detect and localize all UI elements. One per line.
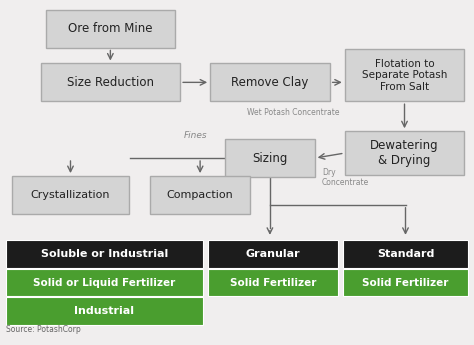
FancyBboxPatch shape (6, 240, 203, 268)
Text: Wet Potash Concentrate: Wet Potash Concentrate (247, 108, 340, 117)
FancyBboxPatch shape (46, 10, 175, 48)
Text: Size Reduction: Size Reduction (67, 76, 154, 89)
Text: Solid Fertilizer: Solid Fertilizer (362, 278, 449, 287)
FancyBboxPatch shape (225, 139, 315, 177)
Text: Soluble or Industrial: Soluble or Industrial (41, 249, 168, 259)
FancyBboxPatch shape (6, 269, 203, 296)
Text: Granular: Granular (246, 249, 300, 259)
Text: Fines: Fines (183, 131, 207, 140)
Text: Remove Clay: Remove Clay (231, 76, 309, 89)
Text: Ore from Mine: Ore from Mine (68, 22, 153, 35)
Text: Compaction: Compaction (167, 190, 234, 200)
FancyBboxPatch shape (345, 131, 465, 175)
FancyBboxPatch shape (6, 297, 203, 325)
FancyBboxPatch shape (208, 240, 337, 268)
Text: Industrial: Industrial (74, 306, 135, 316)
FancyBboxPatch shape (345, 49, 465, 101)
Text: Flotation to
Separate Potash
From Salt: Flotation to Separate Potash From Salt (362, 59, 447, 92)
FancyBboxPatch shape (41, 63, 180, 101)
FancyBboxPatch shape (343, 269, 468, 296)
Text: Dry
Concentrate: Dry Concentrate (322, 168, 369, 187)
FancyBboxPatch shape (343, 240, 468, 268)
FancyBboxPatch shape (210, 63, 330, 101)
Text: Dewatering
& Drying: Dewatering & Drying (370, 139, 439, 167)
Text: Crystallization: Crystallization (31, 190, 110, 200)
Text: Standard: Standard (377, 249, 434, 259)
Text: Source: PotashCorp: Source: PotashCorp (6, 325, 81, 334)
Text: Solid or Liquid Fertilizer: Solid or Liquid Fertilizer (33, 278, 175, 287)
Text: Solid Fertilizer: Solid Fertilizer (230, 278, 316, 287)
FancyBboxPatch shape (12, 176, 129, 214)
FancyBboxPatch shape (208, 269, 337, 296)
Text: Sizing: Sizing (252, 151, 288, 165)
FancyBboxPatch shape (150, 176, 250, 214)
